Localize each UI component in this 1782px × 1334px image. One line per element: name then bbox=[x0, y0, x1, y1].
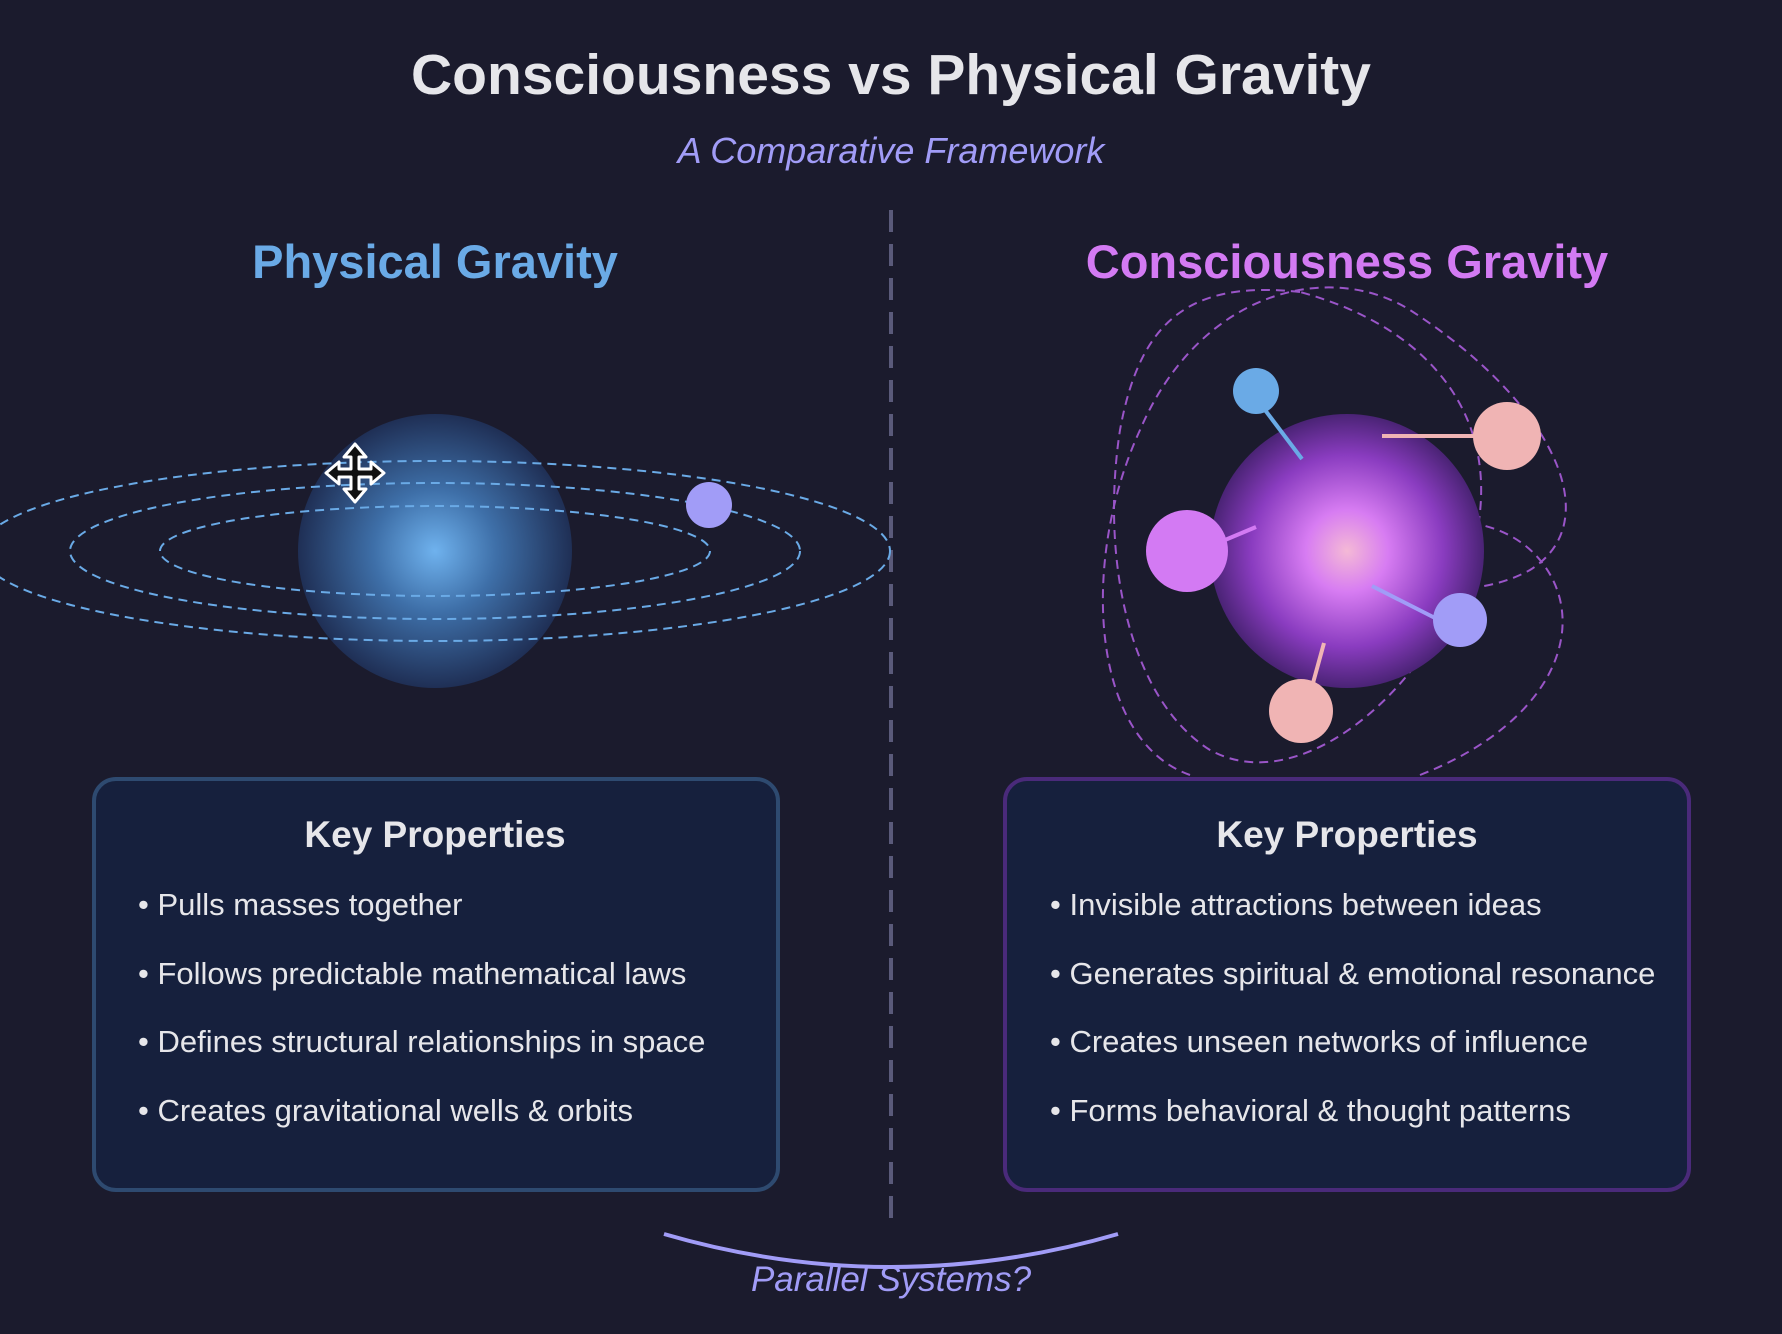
consciousness-core bbox=[1210, 414, 1484, 688]
physical-gravity-title: Physical Gravity bbox=[252, 235, 618, 288]
consciousness-bullet-1: • Invisible attractions between ideas bbox=[1050, 887, 1542, 922]
physical-properties-box bbox=[92, 777, 780, 1192]
physical-gravity-illustration bbox=[0, 414, 891, 688]
consciousness-properties-box bbox=[1003, 777, 1691, 1192]
physical-bullet-3: • Defines structural relationships in sp… bbox=[138, 1024, 705, 1059]
connector-blue bbox=[1263, 408, 1304, 461]
connector-pink-bottom bbox=[1311, 642, 1326, 684]
idea-node-pink-bottom bbox=[1269, 679, 1333, 743]
planet bbox=[298, 414, 572, 688]
physical-bullet-1: • Pulls masses together bbox=[138, 887, 462, 922]
connector-magenta bbox=[1224, 525, 1257, 542]
orbit-ring-outer bbox=[0, 460, 891, 642]
physical-box-title: Key Properties bbox=[304, 814, 565, 855]
physical-bullet-4: • Creates gravitational wells & orbits bbox=[138, 1093, 633, 1128]
orbiting-moon bbox=[686, 482, 732, 528]
consciousness-illustration bbox=[1102, 286, 1567, 776]
orbit-ring-inner bbox=[159, 505, 711, 597]
consciousness-box-title: Key Properties bbox=[1216, 814, 1477, 855]
footer-label: Parallel Systems? bbox=[751, 1260, 1032, 1299]
page-subtitle: A Comparative Framework bbox=[676, 130, 1107, 171]
idea-node-periwinkle bbox=[1433, 593, 1487, 647]
consciousness-bullet-4: • Forms behavioral & thought patterns bbox=[1050, 1093, 1571, 1128]
idea-node-magenta bbox=[1146, 510, 1228, 592]
consciousness-bullet-2: • Generates spiritual & emotional resona… bbox=[1050, 956, 1655, 991]
move-cursor-icon bbox=[324, 442, 386, 504]
idea-node-pink-top bbox=[1473, 402, 1541, 470]
orbit-ring-middle bbox=[69, 482, 801, 620]
thought-orbit-1 bbox=[1113, 288, 1483, 764]
bridge-arc bbox=[663, 1232, 1119, 1269]
idea-node-blue bbox=[1233, 368, 1279, 414]
page-title: Consciousness vs Physical Gravity bbox=[411, 43, 1371, 107]
physical-bullet-2: • Follows predictable mathematical laws bbox=[138, 956, 686, 991]
consciousness-gravity-title: Consciousness Gravity bbox=[1086, 235, 1608, 288]
connector-periwinkle bbox=[1371, 584, 1438, 621]
consciousness-bullet-3: • Creates unseen networks of influence bbox=[1050, 1024, 1588, 1059]
